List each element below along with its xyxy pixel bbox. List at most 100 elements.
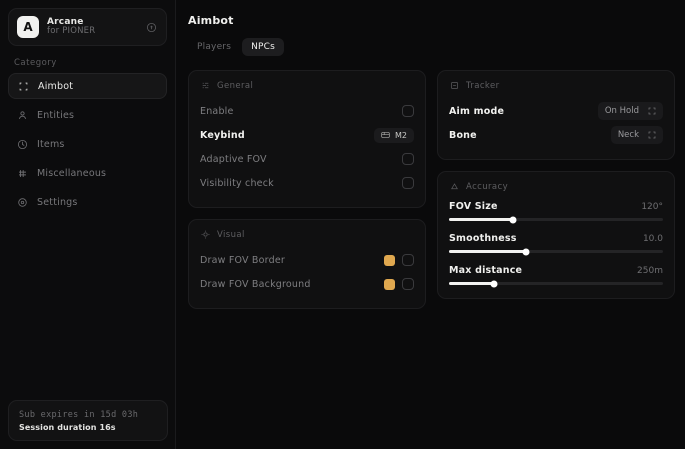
sidebar-item-label: Entities	[37, 109, 75, 121]
slider-knob[interactable]	[522, 248, 530, 255]
category-label: Category	[14, 58, 57, 68]
sidebar-item-label: Aimbot	[38, 80, 74, 92]
sidebar-item-label: Items	[37, 138, 65, 150]
row-bone: Bone Neck	[449, 124, 663, 146]
main-content: Aimbot Players NPCs General	[176, 0, 685, 449]
target-icon	[200, 229, 211, 240]
row-enable: Enable	[200, 100, 414, 122]
visibility-check-checkbox[interactable]	[402, 177, 414, 189]
row-label: Draw FOV Border	[200, 254, 285, 266]
mouse-icon	[381, 131, 390, 139]
slider-track[interactable]	[449, 280, 663, 287]
person-icon	[16, 109, 29, 122]
box-icon	[16, 138, 29, 151]
row-visibility-check: Visibility check	[200, 172, 414, 194]
bone-dropdown[interactable]: Neck	[610, 126, 663, 144]
app-logo: A	[17, 16, 39, 38]
row-draw-fov-background: Draw FOV Background	[200, 273, 414, 295]
draw-fov-border-checkbox[interactable]	[402, 254, 414, 266]
row-label: Keybind	[200, 129, 245, 141]
tracker-panel-title: Tracker	[466, 80, 500, 91]
slider-header: FOV Size 120°	[449, 201, 663, 212]
sidebar-item-items[interactable]: Items	[8, 131, 167, 157]
row-controls	[384, 254, 414, 266]
adaptive-fov-checkbox[interactable]	[402, 153, 414, 165]
general-panel: General Enable Keybind	[188, 70, 426, 208]
expand-icon	[648, 131, 656, 139]
slider-fill	[449, 218, 514, 221]
sidebar-item-label: Settings	[37, 196, 78, 208]
session-duration-text: Session duration 16s	[19, 423, 116, 432]
sidebar-item-entities[interactable]: Entities	[8, 102, 167, 128]
row-aim-mode: Aim mode On Hold	[449, 100, 663, 122]
row-controls	[384, 278, 414, 290]
slider-smoothness: Smoothness 10.0	[449, 233, 663, 255]
visual-panel-header: Visual	[200, 229, 414, 240]
fov-border-color-swatch[interactable]	[384, 254, 395, 266]
slider-header: Smoothness 10.0	[449, 233, 663, 244]
sidebar-item-settings[interactable]: Settings	[8, 189, 167, 215]
left-column: General Enable Keybind	[188, 70, 426, 309]
row-label: Aim mode	[449, 105, 505, 117]
bone-value: Neck	[617, 130, 639, 140]
brand-title: Arcane	[47, 16, 84, 27]
visual-panel-title: Visual	[217, 229, 245, 240]
general-panel-title: General	[217, 80, 254, 91]
brand-card[interactable]: A Arcane for PIONER	[8, 8, 167, 46]
enable-checkbox[interactable]	[402, 105, 414, 117]
slider-max-distance: Max distance 250m	[449, 265, 663, 287]
row-adaptive-fov: Adaptive FOV	[200, 148, 414, 170]
row-label: Adaptive FOV	[200, 153, 267, 165]
row-draw-fov-border: Draw FOV Border	[200, 249, 414, 271]
tracker-panel: Tracker Aim mode On Hold	[437, 70, 675, 160]
row-label: Enable	[200, 105, 234, 117]
row-label: Draw FOV Background	[200, 278, 311, 290]
panels-grid: General Enable Keybind	[188, 70, 675, 439]
keybind-button[interactable]: M2	[374, 127, 414, 143]
gear-icon	[16, 196, 29, 209]
slider-value: 10.0	[642, 234, 663, 244]
slider-knob[interactable]	[509, 216, 517, 223]
gear-icon[interactable]	[144, 20, 158, 34]
crosshair-icon	[17, 80, 30, 93]
tab-bar: Players NPCs	[188, 38, 675, 56]
sub-expiry-text: Sub expires in 15d 03h	[19, 410, 139, 420]
slider-header: Max distance 250m	[449, 265, 663, 276]
slider-fill	[449, 282, 494, 285]
tab-npcs[interactable]: NPCs	[242, 38, 285, 56]
slider-fill	[449, 250, 527, 253]
frame-icon	[449, 80, 460, 91]
tab-players[interactable]: Players	[197, 42, 232, 52]
sliders-icon	[200, 80, 211, 91]
slider-value: 250m	[637, 266, 663, 276]
accuracy-panel-header: Accuracy	[449, 181, 663, 192]
expand-icon	[648, 107, 656, 115]
aim-mode-value: On Hold	[604, 106, 639, 116]
slider-track[interactable]	[449, 248, 663, 255]
visual-panel: Visual Draw FOV Border Draw FOV Backgrou…	[188, 219, 426, 309]
sidebar-item-aimbot[interactable]: Aimbot	[8, 73, 167, 99]
sidebar-item-miscellaneous[interactable]: Miscellaneous	[8, 160, 167, 186]
slider-track[interactable]	[449, 216, 663, 223]
brand-subtitle: for PIONER	[47, 26, 96, 37]
grid-icon	[16, 167, 29, 180]
accuracy-panel-title: Accuracy	[466, 181, 509, 192]
triangle-icon	[449, 181, 460, 192]
row-label: Visibility check	[200, 177, 274, 189]
slider-knob[interactable]	[490, 280, 498, 287]
slider-label: FOV Size	[449, 201, 498, 212]
general-panel-header: General	[200, 80, 414, 91]
brand-text: Arcane for PIONER	[47, 17, 144, 37]
sidebar: A Arcane for PIONER Category Aimbot	[0, 0, 176, 449]
keybind-value: M2	[395, 130, 407, 140]
aim-mode-dropdown[interactable]: On Hold	[597, 102, 663, 120]
accuracy-panel: Accuracy FOV Size 120°	[437, 171, 675, 299]
fov-background-color-swatch[interactable]	[384, 278, 395, 290]
slider-fov-size: FOV Size 120°	[449, 201, 663, 223]
draw-fov-background-checkbox[interactable]	[402, 278, 414, 290]
tracker-panel-header: Tracker	[449, 80, 663, 91]
page-title: Aimbot	[188, 14, 234, 27]
sidebar-nav: Aimbot Entities Items	[0, 73, 175, 215]
slider-label: Smoothness	[449, 233, 517, 244]
